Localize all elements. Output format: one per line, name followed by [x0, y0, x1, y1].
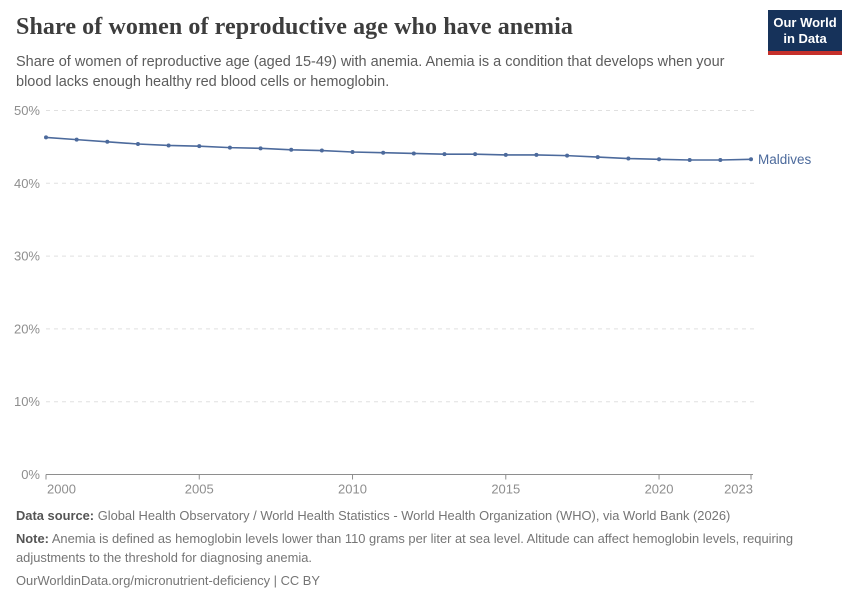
line-chart: 0% 10% 20% 30% 40% 50% 2000 2005 2010 2015 2020 202… [14, 103, 812, 497]
data-source-text: Global Health Observatory / World Health… [97, 508, 731, 523]
data-point[interactable] [749, 157, 753, 162]
data-point[interactable] [595, 155, 600, 160]
data-point[interactable] [135, 141, 140, 146]
chart-subtitle: Share of women of reproductive age (aged… [16, 54, 725, 90]
data-point[interactable] [411, 151, 416, 156]
y-tick-label: 0% [21, 467, 40, 482]
x-tick-label: 2010 [338, 482, 367, 497]
y-tick-label: 50% [14, 103, 40, 118]
y-tick-label: 10% [14, 394, 40, 409]
data-source-line: Data source: Global Health Observatory /… [16, 507, 838, 525]
data-point[interactable] [289, 147, 294, 152]
owid-logo[interactable]: Our World in Data [768, 10, 842, 55]
owid-logo-text-line1: Our World [773, 14, 837, 30]
data-point[interactable] [687, 158, 692, 163]
data-source-label: Data source: [16, 508, 95, 523]
note-line: Note: Anemia is defined as hemoglobin le… [16, 530, 838, 567]
data-point[interactable] [442, 152, 447, 157]
page-title: Share of women of reproductive age who h… [16, 14, 573, 40]
y-tick-label: 20% [14, 321, 40, 336]
data-point[interactable] [718, 158, 723, 163]
data-point[interactable] [503, 152, 508, 157]
x-tick-label: 2023 [724, 482, 753, 497]
series-end-label: Maldives [758, 152, 812, 167]
data-point[interactable] [565, 153, 570, 158]
data-point[interactable] [381, 150, 386, 155]
data-point[interactable] [105, 139, 110, 144]
owid-logo-text-line2: in Data [783, 30, 827, 46]
data-point[interactable] [258, 146, 263, 151]
note-text: Anemia is defined as hemoglobin levels l… [16, 531, 793, 565]
x-tick-label: 2015 [491, 482, 520, 497]
x-tick-label: 2020 [645, 482, 674, 497]
chart-footer: Data source: Global Health Observatory /… [16, 507, 838, 595]
data-point[interactable] [319, 148, 324, 153]
data-point[interactable] [197, 144, 202, 149]
y-tick-label: 30% [14, 249, 40, 264]
data-point[interactable] [350, 149, 355, 154]
data-point[interactable] [657, 157, 662, 162]
x-tick-label: 2000 [47, 482, 76, 497]
data-point[interactable] [227, 145, 232, 150]
data-point[interactable] [166, 143, 171, 148]
data-point[interactable] [74, 137, 79, 142]
note-label: Note: [16, 531, 49, 547]
series-line [45, 136, 752, 161]
data-point[interactable] [626, 156, 631, 161]
footer-link[interactable]: OurWorldinData.org/micronutrient-deficie… [16, 572, 320, 588]
data-point[interactable] [44, 135, 48, 140]
data-point[interactable] [473, 152, 478, 157]
y-tick-label: 40% [14, 176, 40, 191]
x-tick-label: 2005 [185, 482, 214, 497]
data-point[interactable] [534, 152, 539, 157]
